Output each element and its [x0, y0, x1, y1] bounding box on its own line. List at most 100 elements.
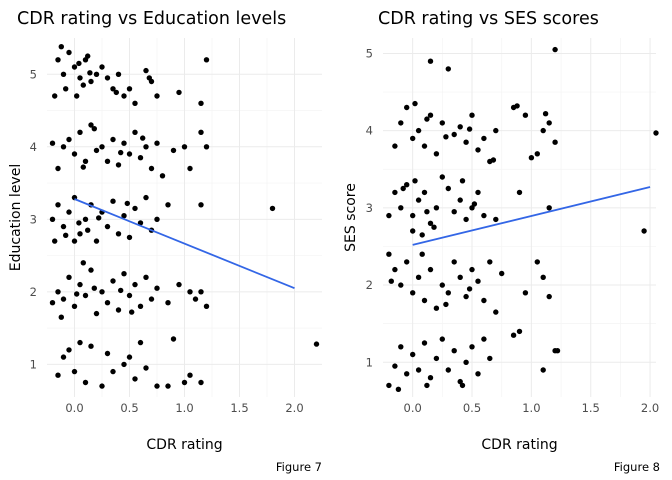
- data-point: [427, 220, 434, 226]
- data-point: [99, 289, 105, 295]
- data-point: [80, 164, 87, 170]
- data-point: [653, 130, 659, 136]
- data-point: [176, 281, 182, 288]
- data-point: [198, 100, 204, 107]
- data-point: [493, 309, 499, 315]
- data-point: [463, 139, 469, 145]
- chart-title: CDR rating vs SES scores: [378, 9, 599, 29]
- data-point: [431, 224, 437, 230]
- data-point: [60, 223, 67, 230]
- y-tick-label: 5: [30, 67, 37, 81]
- data-point: [421, 143, 428, 149]
- data-point: [546, 120, 552, 126]
- data-point: [410, 351, 416, 358]
- data-point: [404, 182, 410, 188]
- data-point: [457, 197, 463, 203]
- data-point: [55, 289, 61, 295]
- data-point: [82, 292, 89, 299]
- data-point: [66, 347, 72, 353]
- data-point: [415, 274, 422, 280]
- y-tick-label: 2: [366, 278, 373, 292]
- data-point: [55, 165, 61, 172]
- data-point: [99, 64, 105, 70]
- data-point: [121, 93, 127, 99]
- data-point: [392, 189, 398, 196]
- data-point: [115, 71, 122, 78]
- y-tick-label: 1: [30, 357, 37, 371]
- data-point: [415, 197, 422, 203]
- data-point: [540, 367, 546, 373]
- data-point: [187, 165, 193, 172]
- data-point: [77, 75, 83, 81]
- data-point: [424, 382, 430, 389]
- data-point: [121, 213, 127, 219]
- data-point: [93, 238, 100, 244]
- data-point: [148, 165, 155, 172]
- data-point: [469, 112, 475, 118]
- data-point: [439, 282, 445, 288]
- data-point: [93, 147, 100, 154]
- data-point: [398, 282, 404, 288]
- data-point: [115, 307, 122, 313]
- data-point: [398, 120, 404, 126]
- data-point: [490, 157, 497, 163]
- data-point: [104, 350, 111, 357]
- data-point: [439, 336, 445, 342]
- data-point: [124, 200, 130, 207]
- y-tick-label: 2: [30, 285, 37, 299]
- data-point: [87, 70, 93, 76]
- data-point: [132, 376, 138, 382]
- data-point: [475, 189, 481, 196]
- data-point: [534, 259, 540, 265]
- data-point: [91, 126, 98, 132]
- data-point: [487, 259, 493, 265]
- data-point: [181, 379, 188, 386]
- chart-title: CDR rating vs Education levels: [17, 9, 286, 29]
- data-point: [115, 162, 122, 168]
- data-point: [433, 355, 440, 362]
- data-point: [181, 144, 188, 150]
- data-point: [424, 116, 430, 122]
- x-tick-label: 0.5: [463, 401, 481, 415]
- data-point: [313, 341, 320, 347]
- data-point: [451, 131, 457, 138]
- data-point: [433, 151, 440, 157]
- data-point: [395, 386, 402, 392]
- data-point: [493, 216, 499, 223]
- data-point: [110, 136, 116, 143]
- data-point: [55, 202, 61, 208]
- data-point: [410, 212, 416, 219]
- data-point: [77, 281, 83, 288]
- fig8-points: [386, 46, 659, 392]
- data-point: [121, 271, 127, 277]
- data-point: [154, 140, 160, 146]
- data-point: [415, 127, 422, 134]
- data-point: [528, 155, 535, 161]
- data-point: [463, 293, 469, 300]
- data-point: [410, 290, 416, 296]
- data-point: [121, 140, 127, 146]
- data-point: [475, 147, 481, 153]
- data-point: [80, 260, 87, 266]
- data-point: [96, 215, 102, 221]
- data-point: [113, 89, 120, 96]
- data-point: [71, 151, 78, 157]
- data-point: [187, 372, 193, 378]
- data-point: [459, 178, 466, 184]
- data-point: [487, 355, 493, 362]
- data-point: [55, 372, 61, 378]
- data-point: [126, 292, 133, 299]
- data-point: [60, 71, 67, 78]
- data-point: [118, 149, 124, 156]
- data-point: [71, 368, 78, 375]
- data-point: [534, 151, 540, 157]
- trend-line: [412, 186, 651, 246]
- data-point: [192, 296, 199, 302]
- data-point: [443, 134, 449, 140]
- data-point: [110, 198, 116, 204]
- x-tick-label: 0.0: [65, 401, 83, 415]
- data-point: [445, 367, 451, 373]
- data-point: [398, 205, 404, 211]
- data-point: [74, 291, 80, 297]
- y-tick-label: 3: [366, 201, 373, 215]
